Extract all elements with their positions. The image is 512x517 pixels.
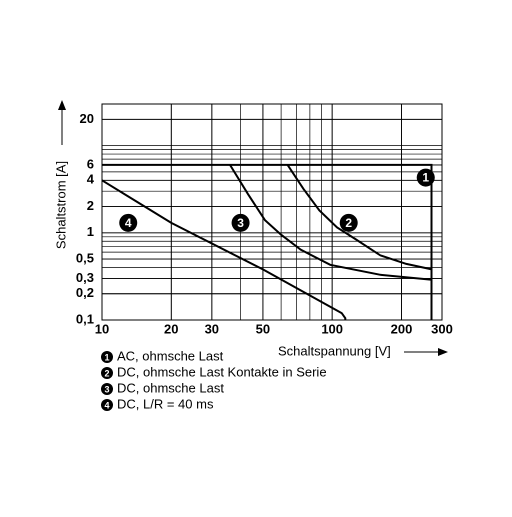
y-tick-label: 6	[87, 156, 94, 171]
y-tick-label: 2	[87, 198, 94, 213]
curve	[229, 164, 432, 281]
legend-marker	[101, 383, 113, 395]
x-tick-label: 30	[205, 321, 219, 336]
curve	[101, 179, 347, 320]
y-tick-label: 4	[87, 172, 95, 187]
legend-marker	[101, 367, 113, 379]
curve-marker	[119, 213, 138, 232]
x-tick-label: 10	[95, 321, 109, 336]
y-axis-label: Schaltstrom [A]	[53, 161, 68, 249]
legend-marker-label: 2	[104, 368, 109, 378]
curve	[286, 164, 433, 271]
curve-marker-label: 2	[345, 216, 352, 230]
y-tick-label: 1	[87, 224, 94, 239]
x-axis-label: Schaltspannung [V]	[278, 343, 391, 358]
x-tick-label: 20	[164, 321, 178, 336]
curve-marker	[339, 213, 358, 232]
legend-marker-label: 3	[104, 384, 109, 394]
x-tick-label: 100	[321, 321, 343, 336]
legend-marker	[101, 351, 113, 363]
curve-marker-label: 4	[125, 216, 132, 230]
y-tick-label: 0,1	[76, 311, 94, 326]
curve-marker	[416, 168, 435, 187]
x-tick-label: 50	[256, 321, 270, 336]
curve	[102, 163, 433, 320]
legend-label: DC, L/R = 40 ms	[117, 396, 214, 411]
legend-marker	[101, 399, 113, 411]
y-tick-label: 0,3	[76, 270, 94, 285]
curve-marker-label: 3	[237, 216, 244, 230]
x-tick-label: 300	[431, 321, 453, 336]
y-tick-label: 0,5	[76, 250, 94, 265]
curve-marker-label: 1	[422, 171, 429, 185]
x-arrow-head	[438, 348, 448, 356]
y-arrow-head	[58, 100, 66, 110]
y-tick-label: 0,2	[76, 285, 94, 300]
legend-label: DC, ohmsche Last	[117, 380, 224, 395]
legend-marker-label: 4	[104, 400, 109, 410]
curve-marker	[231, 213, 250, 232]
legend-marker-label: 1	[104, 352, 109, 362]
legend-label: DC, ohmsche Last Kontakte in Serie	[117, 364, 327, 379]
x-tick-label: 200	[391, 321, 413, 336]
legend-label: AC, ohmsche Last	[117, 348, 224, 363]
y-tick-label: 20	[80, 111, 94, 126]
